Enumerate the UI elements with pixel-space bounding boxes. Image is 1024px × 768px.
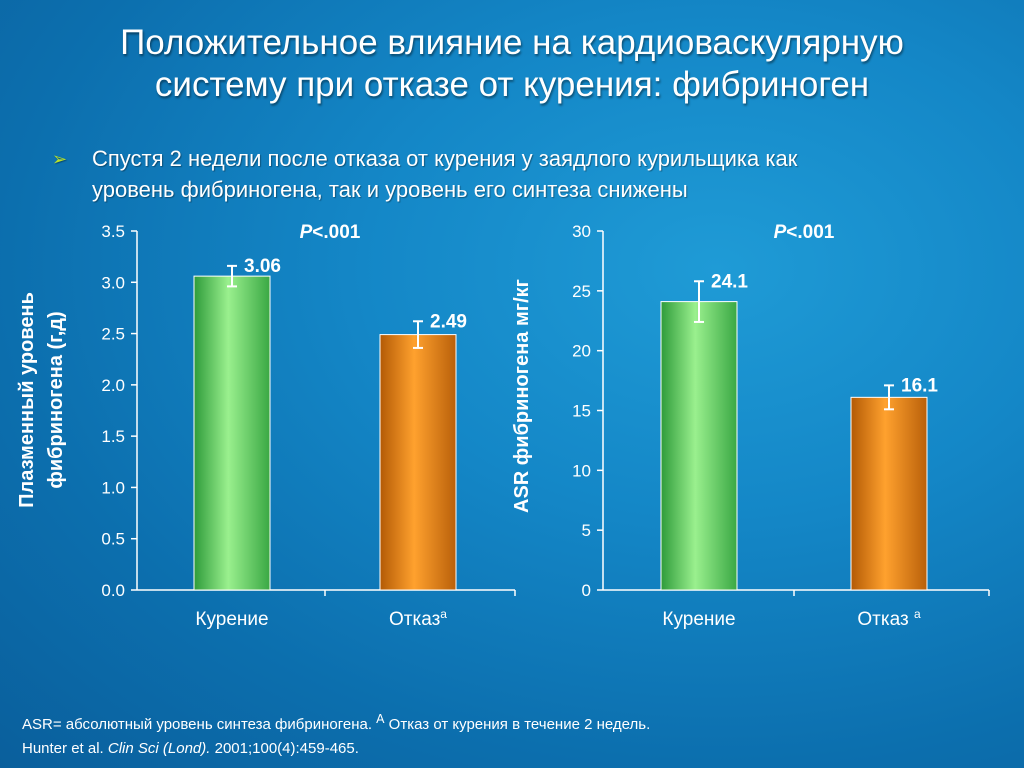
y-tick-label: 0.0 xyxy=(101,581,125,600)
category-label-sup: a xyxy=(914,607,921,621)
footnote-quit-definition: Отказ от курения в течение 2 недель. xyxy=(384,716,651,733)
p-value-symbol: P xyxy=(300,222,313,243)
footnote: ASR= абсолютный уровень синтеза фибриног… xyxy=(22,707,1002,761)
data-label: 24.1 xyxy=(711,271,748,292)
y-axis-title-line1: ASR фибриногена мг/кг xyxy=(511,279,533,513)
category-label: Курение xyxy=(195,609,268,630)
category-label: Отказa xyxy=(389,607,447,630)
y-axis-title-line1: Плазменный уровень xyxy=(16,292,38,508)
footnote-asr-definition: ASR= абсолютный уровень синтеза фибриног… xyxy=(22,716,377,733)
y-tick-label: 20 xyxy=(572,342,591,361)
bar-smoking xyxy=(660,301,738,591)
arrow-bullet-icon: ➢ xyxy=(52,149,68,169)
bullet-text: Спустя 2 недели после отказа от курения … xyxy=(92,143,1022,205)
p-value-threshold: <.001 xyxy=(786,222,835,243)
y-tick-label: 1.0 xyxy=(101,478,125,497)
p-value-symbol: P xyxy=(774,222,787,243)
citation-journal: Clin Sci (Lond). xyxy=(107,740,211,757)
bullet-text-line1: Спустя 2 недели после отказа от курения … xyxy=(92,146,798,171)
y-axis-title-line2: фибриногена (г,д) xyxy=(45,311,67,488)
chart-2: 0 5 10 15 20 25 30 24.1 Курение 16.1 Отказ a P<.001… xyxy=(511,222,990,630)
p-value-threshold: <.001 xyxy=(312,222,361,243)
y-tick-label: 3.5 xyxy=(101,222,125,241)
y-tick-label: 5 xyxy=(582,521,591,540)
slide-title-line1: Положительное влияние на кардиоваскулярн… xyxy=(120,23,904,62)
chart-1: 0.0 0.5 1.0 1.5 2.0 2.5 3.0 3.5 3.06 Курение 2.49 О… xyxy=(16,222,516,630)
slide-title: Положительное влияние на кардиоваскулярн… xyxy=(20,22,1004,106)
footnote-line1: ASR= абсолютный уровень синтеза фибриног… xyxy=(22,707,1002,737)
p-value-annotation: P<.001 xyxy=(300,222,361,243)
data-label: 16.1 xyxy=(901,375,938,396)
slide-title-line2: систему при отказе от курения: фибриноге… xyxy=(154,65,870,104)
citation-authors: Hunter et al. xyxy=(22,740,108,757)
y-tick-label: 3.0 xyxy=(101,273,125,292)
y-tick-label: 2.5 xyxy=(101,325,125,344)
data-label: 3.06 xyxy=(244,256,281,277)
y-tick-label: 0 xyxy=(582,581,591,600)
y-tick-label: 0.5 xyxy=(101,530,125,549)
y-tick-label: 25 xyxy=(572,282,591,301)
p-value-annotation: P<.001 xyxy=(774,222,835,243)
bullet-text-line2: уровень фибриногена, так и уровень его с… xyxy=(92,177,688,202)
bar-quit xyxy=(379,334,457,591)
bar-smoking xyxy=(193,275,271,591)
bar-quit xyxy=(850,396,928,591)
y-tick-label: 15 xyxy=(572,402,591,421)
citation: Hunter et al. Clin Sci (Lond). 2001;100(… xyxy=(22,737,1002,761)
category-label: Курение xyxy=(662,609,735,630)
citation-details: 2001;100(4):459-465. xyxy=(210,740,359,757)
category-label: Отказ a xyxy=(857,607,921,630)
y-tick-label: 1.5 xyxy=(101,427,125,446)
data-label: 2.49 xyxy=(430,311,467,332)
y-tick-label: 2.0 xyxy=(101,376,125,395)
y-tick-label: 10 xyxy=(572,461,591,480)
footnote-sup: A xyxy=(376,712,385,726)
category-label-sup: a xyxy=(440,607,447,621)
y-tick-label: 30 xyxy=(572,222,591,241)
